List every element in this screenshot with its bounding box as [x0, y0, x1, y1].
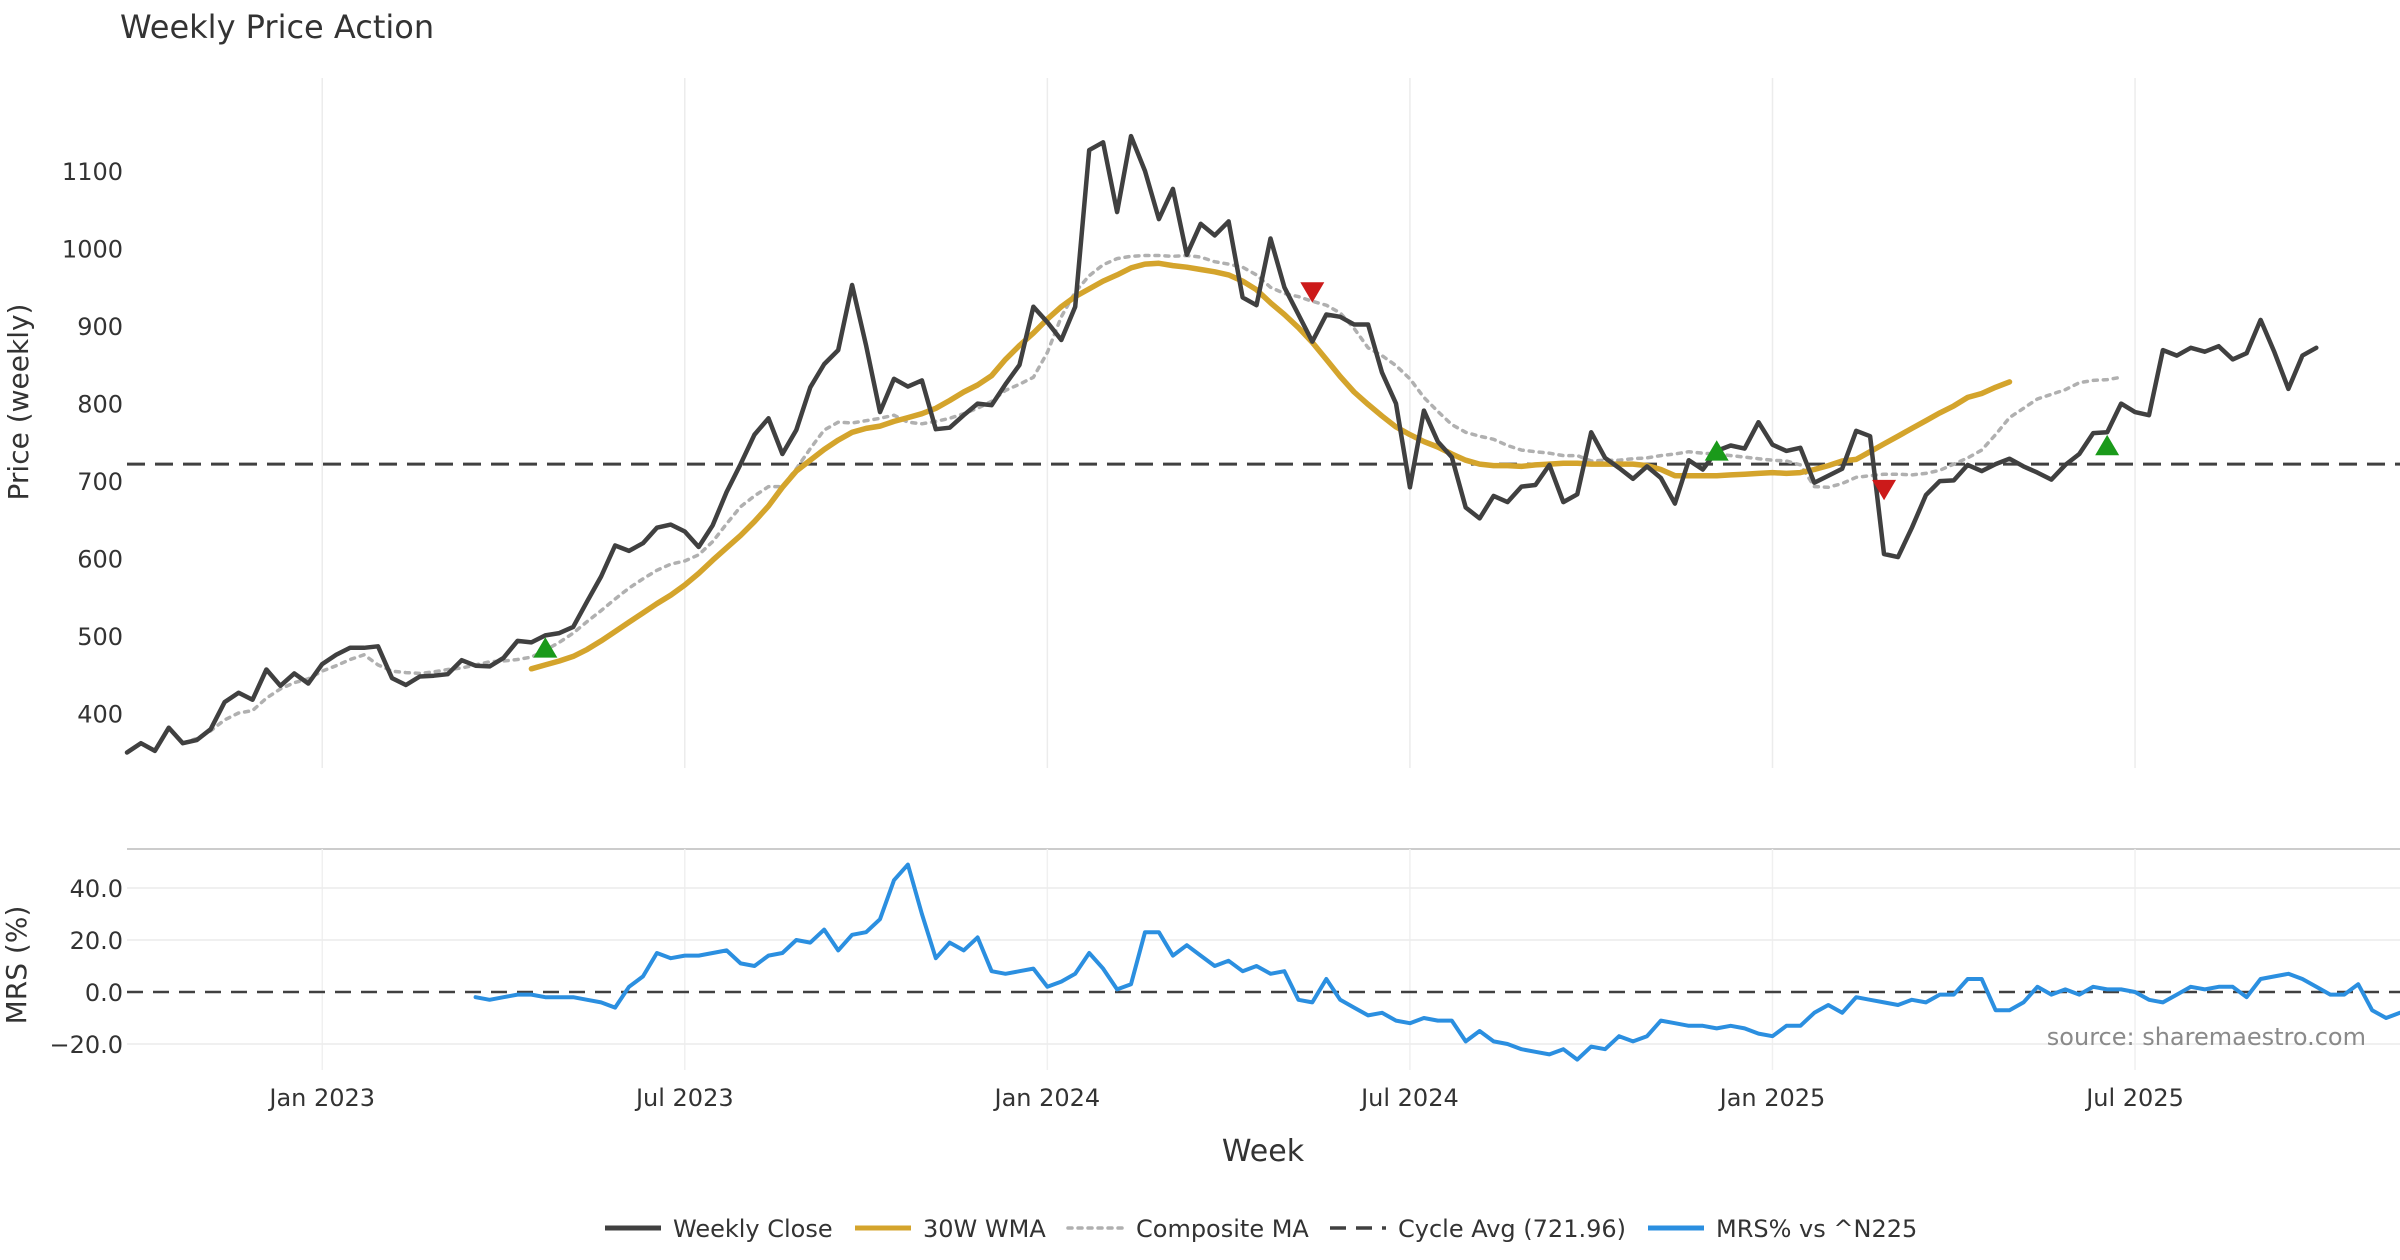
- composite-ma-line: [181, 253, 2123, 745]
- signal-markers: [533, 282, 2120, 658]
- x-tick-label: Jan 2024: [993, 1084, 1101, 1112]
- mrs-y-tick-labels: −20.0 0.0 20.0 40.0: [49, 875, 123, 1059]
- price-y-tick-label: 500: [77, 623, 123, 651]
- chart-title: Weekly Price Action: [120, 8, 434, 46]
- weekly-close-line: [124, 133, 2319, 755]
- legend-label: MRS% vs ^N225: [1716, 1215, 1917, 1243]
- mrs-gridlines: [127, 849, 2400, 1070]
- x-axis-label: Week: [1222, 1134, 1305, 1169]
- price-y-tick-label: 1000: [62, 236, 123, 264]
- legend: Weekly Close 30W WMA Composite MA Cycle Avg…: [605, 1215, 1917, 1243]
- mrs-line: [473, 862, 2400, 1062]
- mrs-y-tick-label: 0.0: [85, 979, 123, 1007]
- price-series: [124, 133, 2400, 755]
- price-panel: 400 500 600 700 800 900 1000 1100 Price (weekly…: [2, 78, 2400, 768]
- price-y-tick-label: 700: [77, 468, 123, 496]
- sell-signal-marker: [1872, 479, 1897, 501]
- mrs-y-tick-label: 20.0: [70, 927, 123, 955]
- mrs-series: [127, 862, 2400, 1062]
- buy-signal-marker: [533, 637, 558, 658]
- price-y-tick-label: 600: [77, 546, 123, 574]
- price-y-tick-label: 900: [77, 313, 123, 341]
- x-tick-label: Jan 2023: [267, 1084, 375, 1112]
- x-tick-labels: Jan 2023 Jul 2023 Jan 2024 Jul 2024 Jan 2025…: [267, 1084, 2184, 1112]
- mrs-y-tick-label: 40.0: [70, 875, 123, 903]
- buy-signal-marker: [1704, 440, 1729, 461]
- x-tick-label: Jul 2023: [634, 1084, 734, 1112]
- legend-label: Cycle Avg (721.96): [1398, 1215, 1626, 1243]
- price-y-tick-label: 800: [77, 391, 123, 419]
- sell-signal-marker: [1300, 282, 1325, 303]
- mrs-y-axis-label: MRS (%): [0, 906, 33, 1025]
- price-gridlines: [321, 78, 2136, 768]
- x-tick-label: Jul 2024: [1359, 1084, 1459, 1112]
- buy-signal-marker: [2095, 434, 2120, 456]
- price-y-tick-label: 1100: [62, 158, 123, 186]
- legend-label: 30W WMA: [923, 1215, 1046, 1243]
- price-y-tick-label: 400: [77, 701, 123, 729]
- x-tick-label: Jan 2025: [1718, 1084, 1826, 1112]
- wma-30w-line: [528, 260, 2013, 672]
- price-y-axis-label: Price (weekly): [2, 304, 35, 501]
- mrs-y-tick-label: −20.0: [49, 1031, 123, 1059]
- x-tick-label: Jul 2025: [2084, 1084, 2184, 1112]
- legend-label: Composite MA: [1136, 1215, 1309, 1243]
- source-note: source: sharemaestro.com: [2047, 1023, 2366, 1051]
- price-y-tick-labels: 400 500 600 700 800 900 1000 1100: [62, 158, 123, 729]
- mrs-panel: −20.0 0.0 20.0 40.0 MRS (%) source: sharema…: [0, 848, 2400, 1070]
- legend-label: Weekly Close: [673, 1215, 833, 1243]
